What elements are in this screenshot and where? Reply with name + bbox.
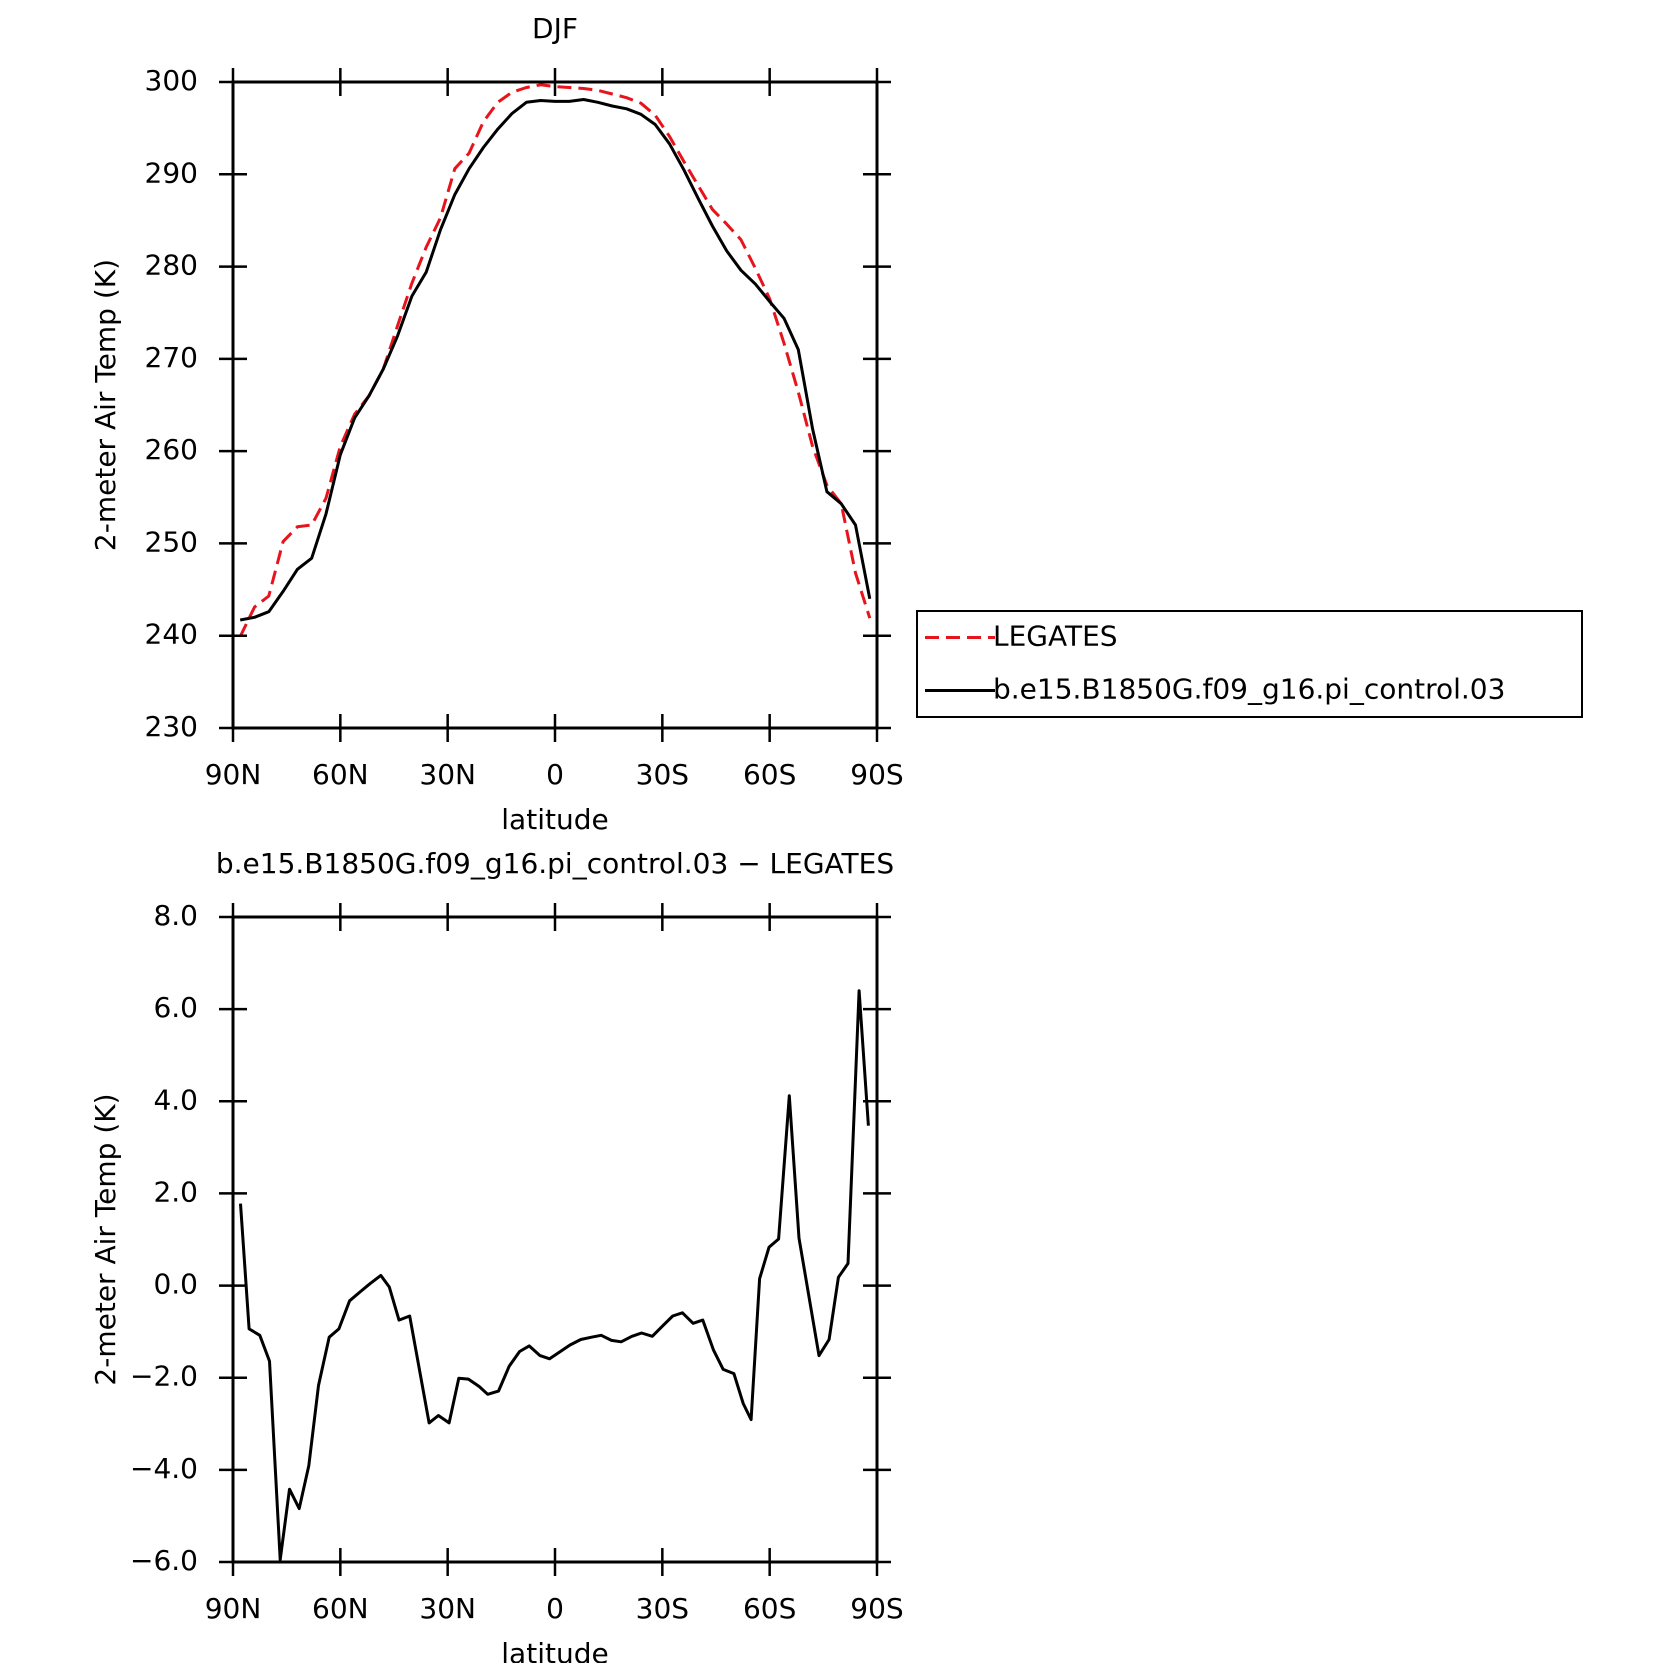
data-line: [239, 989, 870, 1562]
y-tick-label: 260: [145, 433, 198, 466]
x-tick-label: 90S: [850, 758, 903, 791]
y-tick-label: 0.0: [153, 1268, 198, 1301]
legend-box: [916, 610, 1583, 718]
y-tick-label: 270: [145, 341, 198, 374]
x-tick-label: 30S: [636, 1592, 689, 1625]
y-tick-label: 280: [145, 249, 198, 282]
legend-label: LEGATES: [993, 620, 1118, 653]
y-tick-label: 4.0: [153, 1083, 198, 1116]
x-tick-label: 30S: [636, 758, 689, 791]
chart-title: DJF: [532, 12, 578, 45]
y-axis-label: 2-meter Air Temp (K): [89, 1093, 122, 1385]
y-tick-label: −2.0: [130, 1360, 198, 1393]
data-line: [239, 98, 872, 622]
x-tick-label: 90N: [205, 758, 262, 791]
y-tick-label: 6.0: [153, 991, 198, 1024]
x-tick-label: 90S: [850, 1592, 903, 1625]
plot-frame: [231, 915, 879, 1564]
y-tick-label: 300: [145, 64, 198, 97]
y-tick-label: −6.0: [130, 1544, 198, 1577]
y-tick-label: 230: [145, 710, 198, 743]
y-tick-label: 250: [145, 525, 198, 558]
y-tick-label: 290: [145, 156, 198, 189]
y-axis-label: 2-meter Air Temp (K): [89, 259, 122, 551]
x-tick-label: 60N: [312, 1592, 369, 1625]
x-tick-label: 0: [546, 1592, 564, 1625]
y-tick-label: 2.0: [153, 1175, 198, 1208]
legend-label: b.e15.B1850G.f09_g16.pi_control.03: [993, 673, 1505, 706]
x-tick-label: 60N: [312, 758, 369, 791]
x-axis-label: latitude: [501, 803, 608, 836]
y-tick-label: 8.0: [153, 899, 198, 932]
y-tick-label: −4.0: [130, 1452, 198, 1485]
x-tick-label: 30N: [419, 758, 476, 791]
data-line: [238, 83, 872, 638]
x-tick-label: 30N: [419, 1592, 476, 1625]
plot-frame: [231, 80, 879, 730]
y-tick-label: 240: [145, 618, 198, 651]
x-tick-label: 60S: [743, 1592, 796, 1625]
chart-title: b.e15.B1850G.f09_g16.pi_control.03 − LEG…: [216, 847, 894, 880]
x-tick-label: 60S: [743, 758, 796, 791]
x-tick-label: 90N: [205, 1592, 262, 1625]
x-axis-label: latitude: [501, 1637, 608, 1663]
x-tick-label: 0: [546, 758, 564, 791]
